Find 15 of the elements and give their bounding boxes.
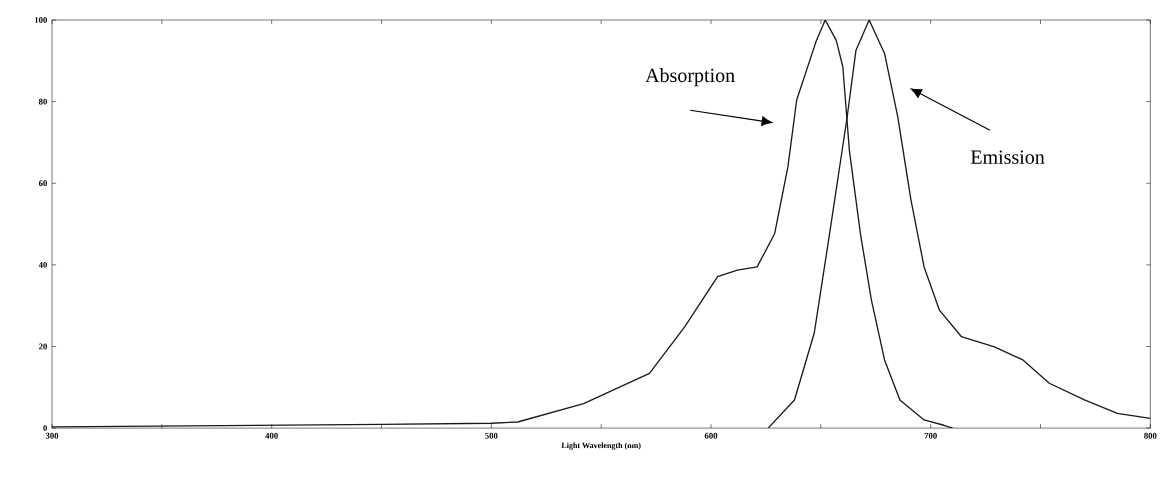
y-tick-label: 0 <box>43 425 47 431</box>
x-tick-label: 800 <box>1144 432 1157 439</box>
y-tick-label: 40 <box>38 261 47 268</box>
x-tick-label: 700 <box>924 432 937 439</box>
y-tick-label: 100 <box>34 17 47 23</box>
annotation: Absorption <box>645 68 735 87</box>
x-tick-label: 600 <box>704 432 718 439</box>
x-tick-label: 400 <box>265 432 278 439</box>
y-tick-label: 80 <box>38 98 47 105</box>
x-tick-label: 300 <box>45 432 59 439</box>
x-axis-title: Light Wavelength (nm) <box>561 442 641 450</box>
annotation: Emission <box>970 150 1045 164</box>
x-tick-label: 500 <box>485 432 498 439</box>
y-tick-label: 20 <box>38 343 47 350</box>
y-tick-label: 60 <box>38 180 47 187</box>
